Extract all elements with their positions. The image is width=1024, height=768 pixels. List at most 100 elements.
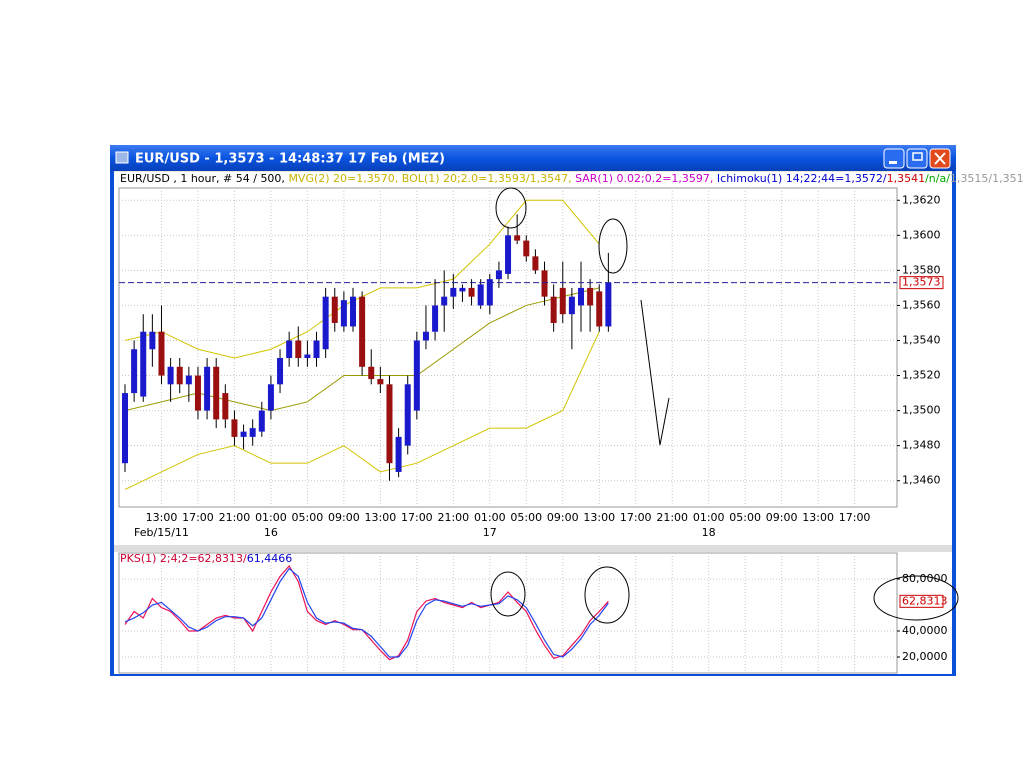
window-icon: [115, 151, 129, 164]
candle-body: [176, 366, 183, 385]
candle-body: [441, 296, 448, 306]
annotations: [490, 187, 959, 624]
current-price-label: 1,3573: [902, 276, 941, 289]
annotation-arrow: [640, 299, 670, 446]
x-tick-label: 05:00: [292, 511, 324, 524]
candle-body: [158, 331, 165, 376]
x-tick-label: 17:00: [839, 511, 871, 524]
candle-body: [578, 287, 584, 306]
candle-body: [477, 284, 484, 306]
x-tick-label: 05:00: [510, 511, 542, 524]
candle-body: [213, 366, 220, 420]
candle-body: [194, 375, 201, 411]
y-tick-label: 1,3580: [902, 263, 941, 276]
minimize-button[interactable]: [883, 148, 905, 169]
candle-body: [204, 366, 211, 411]
candle-body: [404, 384, 411, 446]
candle-body: [395, 436, 402, 472]
x-tick-label: 13:00: [146, 511, 178, 524]
oscillator-line: [124, 567, 609, 658]
candle-body: [140, 331, 147, 397]
candle-body: [295, 340, 302, 359]
y-tick-label: 40,0000: [902, 624, 948, 637]
x-tick-label: 17:00: [620, 511, 652, 524]
candle-body: [532, 256, 539, 271]
candle-body: [304, 354, 311, 359]
y-tick-label: 20,0000: [902, 650, 948, 663]
title-bar: [110, 145, 956, 171]
candle-body: [340, 300, 347, 327]
date-label: 17: [483, 526, 497, 539]
candle-body: [523, 240, 530, 257]
candle-body: [450, 287, 457, 297]
annotation-ellipse: [495, 187, 527, 229]
window-title: EUR/USD - 1,3573 - 14:48:37 17 Feb (MEZ): [135, 152, 445, 167]
window-buttons[interactable]: [883, 148, 951, 169]
y-tick-label: 1,3560: [902, 298, 941, 311]
candle-body: [167, 366, 174, 385]
candle-body: [495, 270, 502, 280]
candle-body: [413, 340, 420, 411]
current-value-box: [899, 594, 944, 608]
candle-body: [131, 349, 138, 394]
legend-segment: 1,3515/1,3515: [950, 172, 1024, 185]
x-tick-label: 09:00: [766, 511, 798, 524]
candle-body: [386, 384, 393, 464]
y-tick-label: 1,3500: [902, 404, 941, 417]
y-tick-label: 1,3620: [902, 193, 941, 206]
candle-body: [249, 428, 256, 437]
legend-text: PKS(1) 2;4;2=62,8313/61,4466: [120, 552, 292, 565]
candle-body: [486, 279, 493, 306]
minimize-glyph: [889, 161, 897, 164]
candle-body: [277, 358, 284, 385]
candle-body: [185, 375, 192, 385]
indicator-line: [124, 331, 600, 490]
candle-body: [422, 331, 429, 341]
current-value-label: 62,8313: [902, 594, 948, 607]
x-tick-label: 21:00: [219, 511, 251, 524]
legend-segment: Ichimoku(1) 14;22;44=1,3572/: [717, 172, 887, 185]
date-label: 16: [264, 526, 278, 539]
legend-segment: /n/a/: [925, 172, 950, 185]
candle-body: [541, 270, 548, 297]
candle-body: [286, 340, 293, 359]
candle-body: [377, 379, 384, 385]
candle-body: [122, 393, 128, 464]
x-tick-label: 17:00: [401, 511, 433, 524]
date-label: Feb/15/11: [134, 526, 189, 539]
candle-body: [568, 296, 575, 315]
y-tick-label: 1,3480: [902, 439, 941, 452]
candle-body: [587, 287, 594, 306]
x-tick-label: 21:00: [437, 511, 469, 524]
y-tick-label: 80,0000: [902, 572, 948, 585]
date-label: 18: [702, 526, 716, 539]
close-glyph: [934, 152, 946, 165]
x-tick-label: 17:00: [182, 511, 214, 524]
candle-body: [359, 296, 366, 367]
current-price-box: [899, 276, 944, 290]
candle-body: [596, 291, 603, 327]
x-tick-label: 13:00: [365, 511, 397, 524]
legend-segment: SAR(1) 0.02;0.2=1,3597,: [575, 172, 717, 185]
candle-body: [267, 384, 274, 411]
candle-body: [149, 331, 156, 350]
annotation-ellipse: [598, 218, 628, 274]
candle-body: [432, 305, 439, 332]
candle-body: [550, 296, 557, 323]
panel-splitter[interactable]: [114, 545, 952, 552]
annotation-ellipse: [584, 566, 630, 624]
annotation-ellipse: [873, 575, 959, 621]
x-tick-label: 05:00: [729, 511, 761, 524]
candle-body: [240, 431, 247, 437]
candle-body: [514, 235, 521, 241]
annotation-ellipse: [490, 571, 526, 617]
candle-body: [559, 287, 566, 315]
legend-segment: PKS(1) 2;4;2=62,8313/: [120, 552, 247, 565]
candle-body: [459, 287, 466, 292]
indicator-line: [124, 287, 600, 412]
restore-glyph: [912, 152, 923, 161]
x-tick-label: 09:00: [328, 511, 360, 524]
restore-button[interactable]: [906, 148, 928, 169]
